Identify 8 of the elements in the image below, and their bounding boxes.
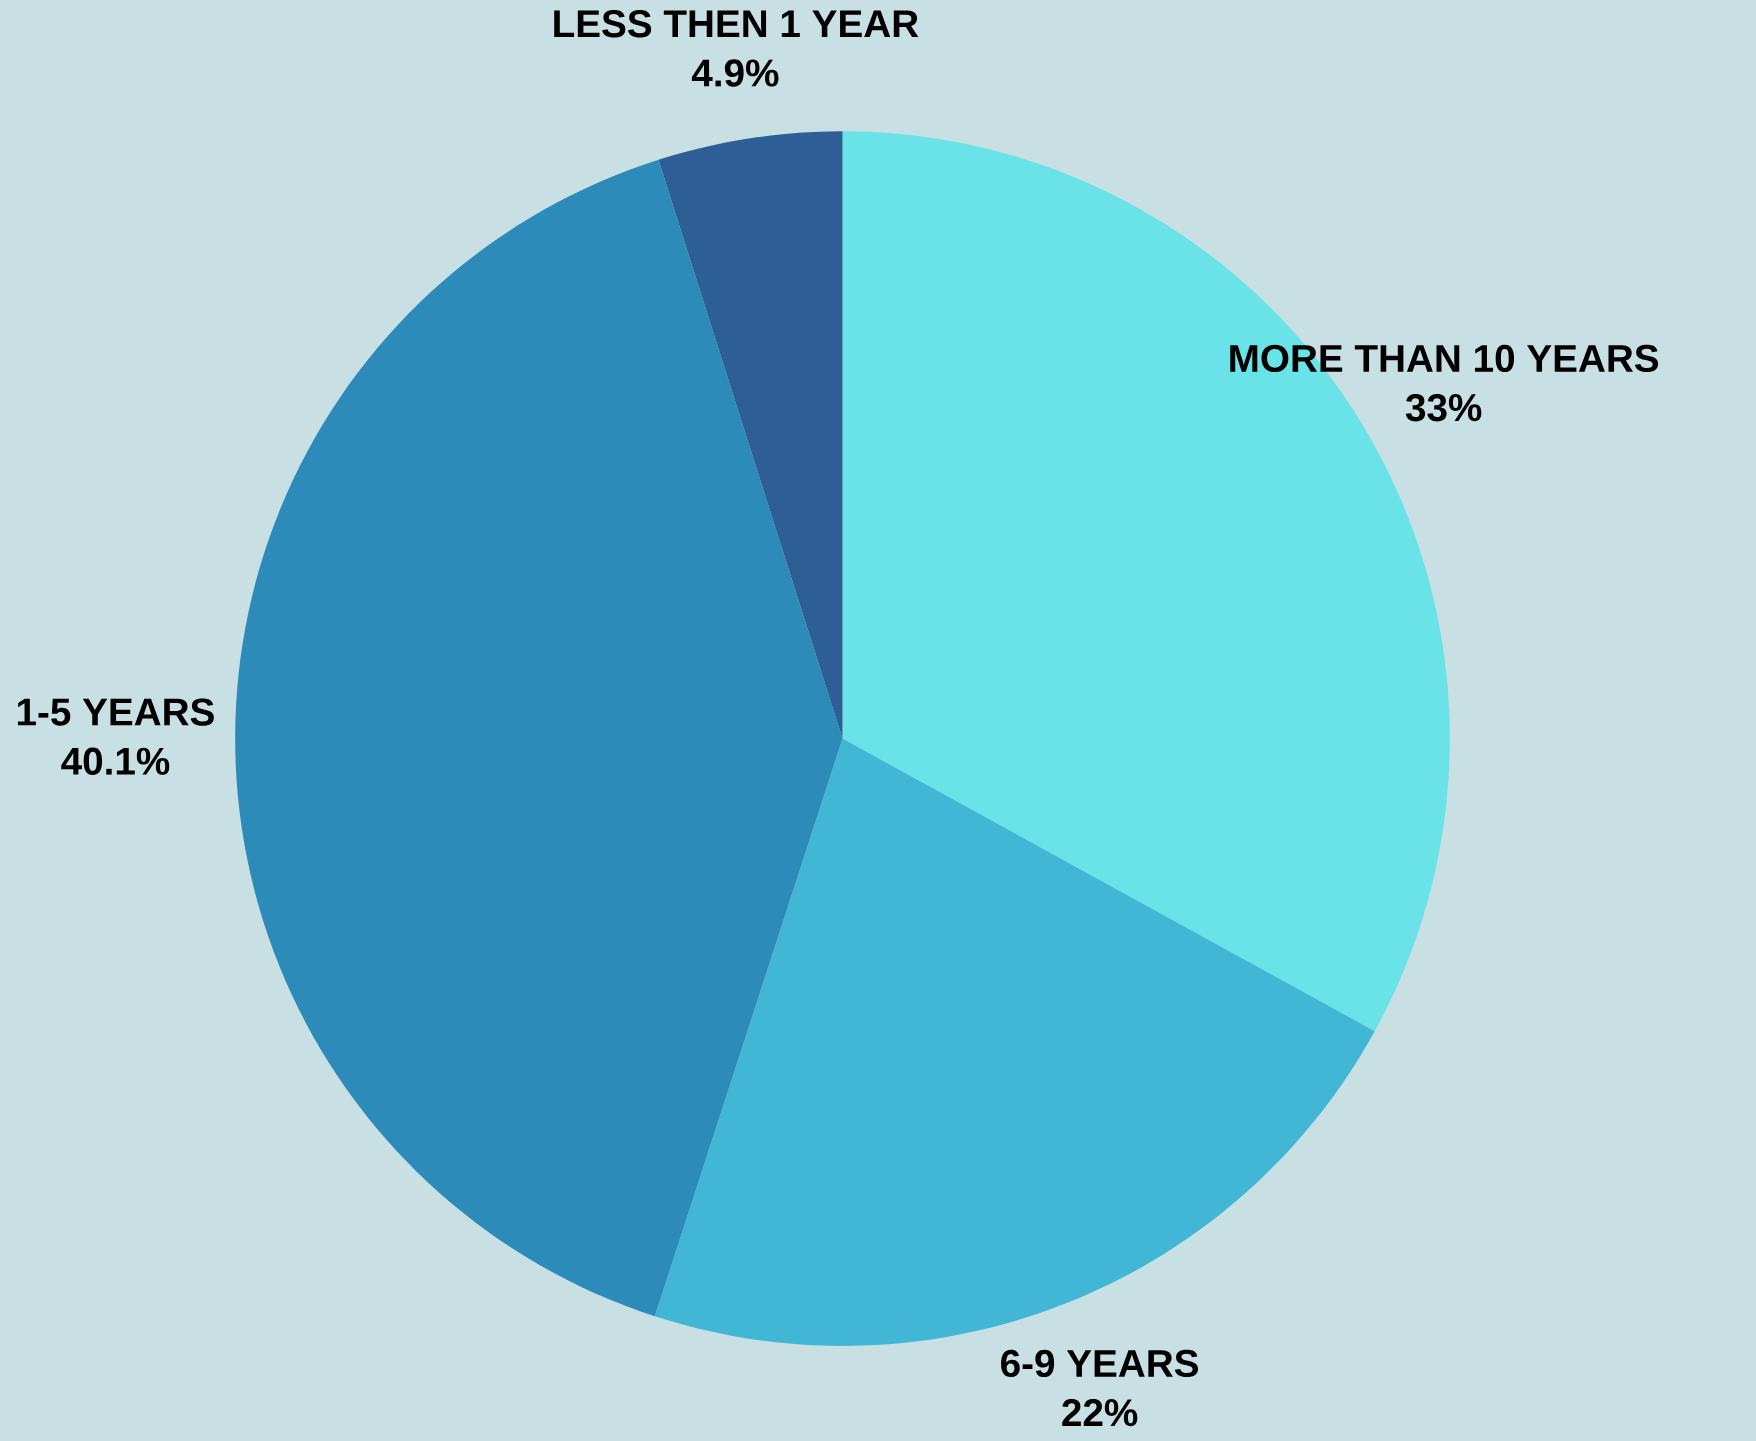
data-label: 40.1% <box>61 747 170 775</box>
slice-label: MORE THAN 10 YEARS <box>1230 344 1659 373</box>
slice-label: 6-9 YEARS <box>1001 1349 1198 1378</box>
data-label: 33% <box>1405 393 1482 422</box>
data-label: 4.9% <box>691 59 779 87</box>
slice-label: 1-5 YEARS <box>17 698 214 726</box>
slice-label: LESS THEN 1 YEAR <box>554 10 919 38</box>
data-label: 22% <box>1062 1399 1138 1427</box>
